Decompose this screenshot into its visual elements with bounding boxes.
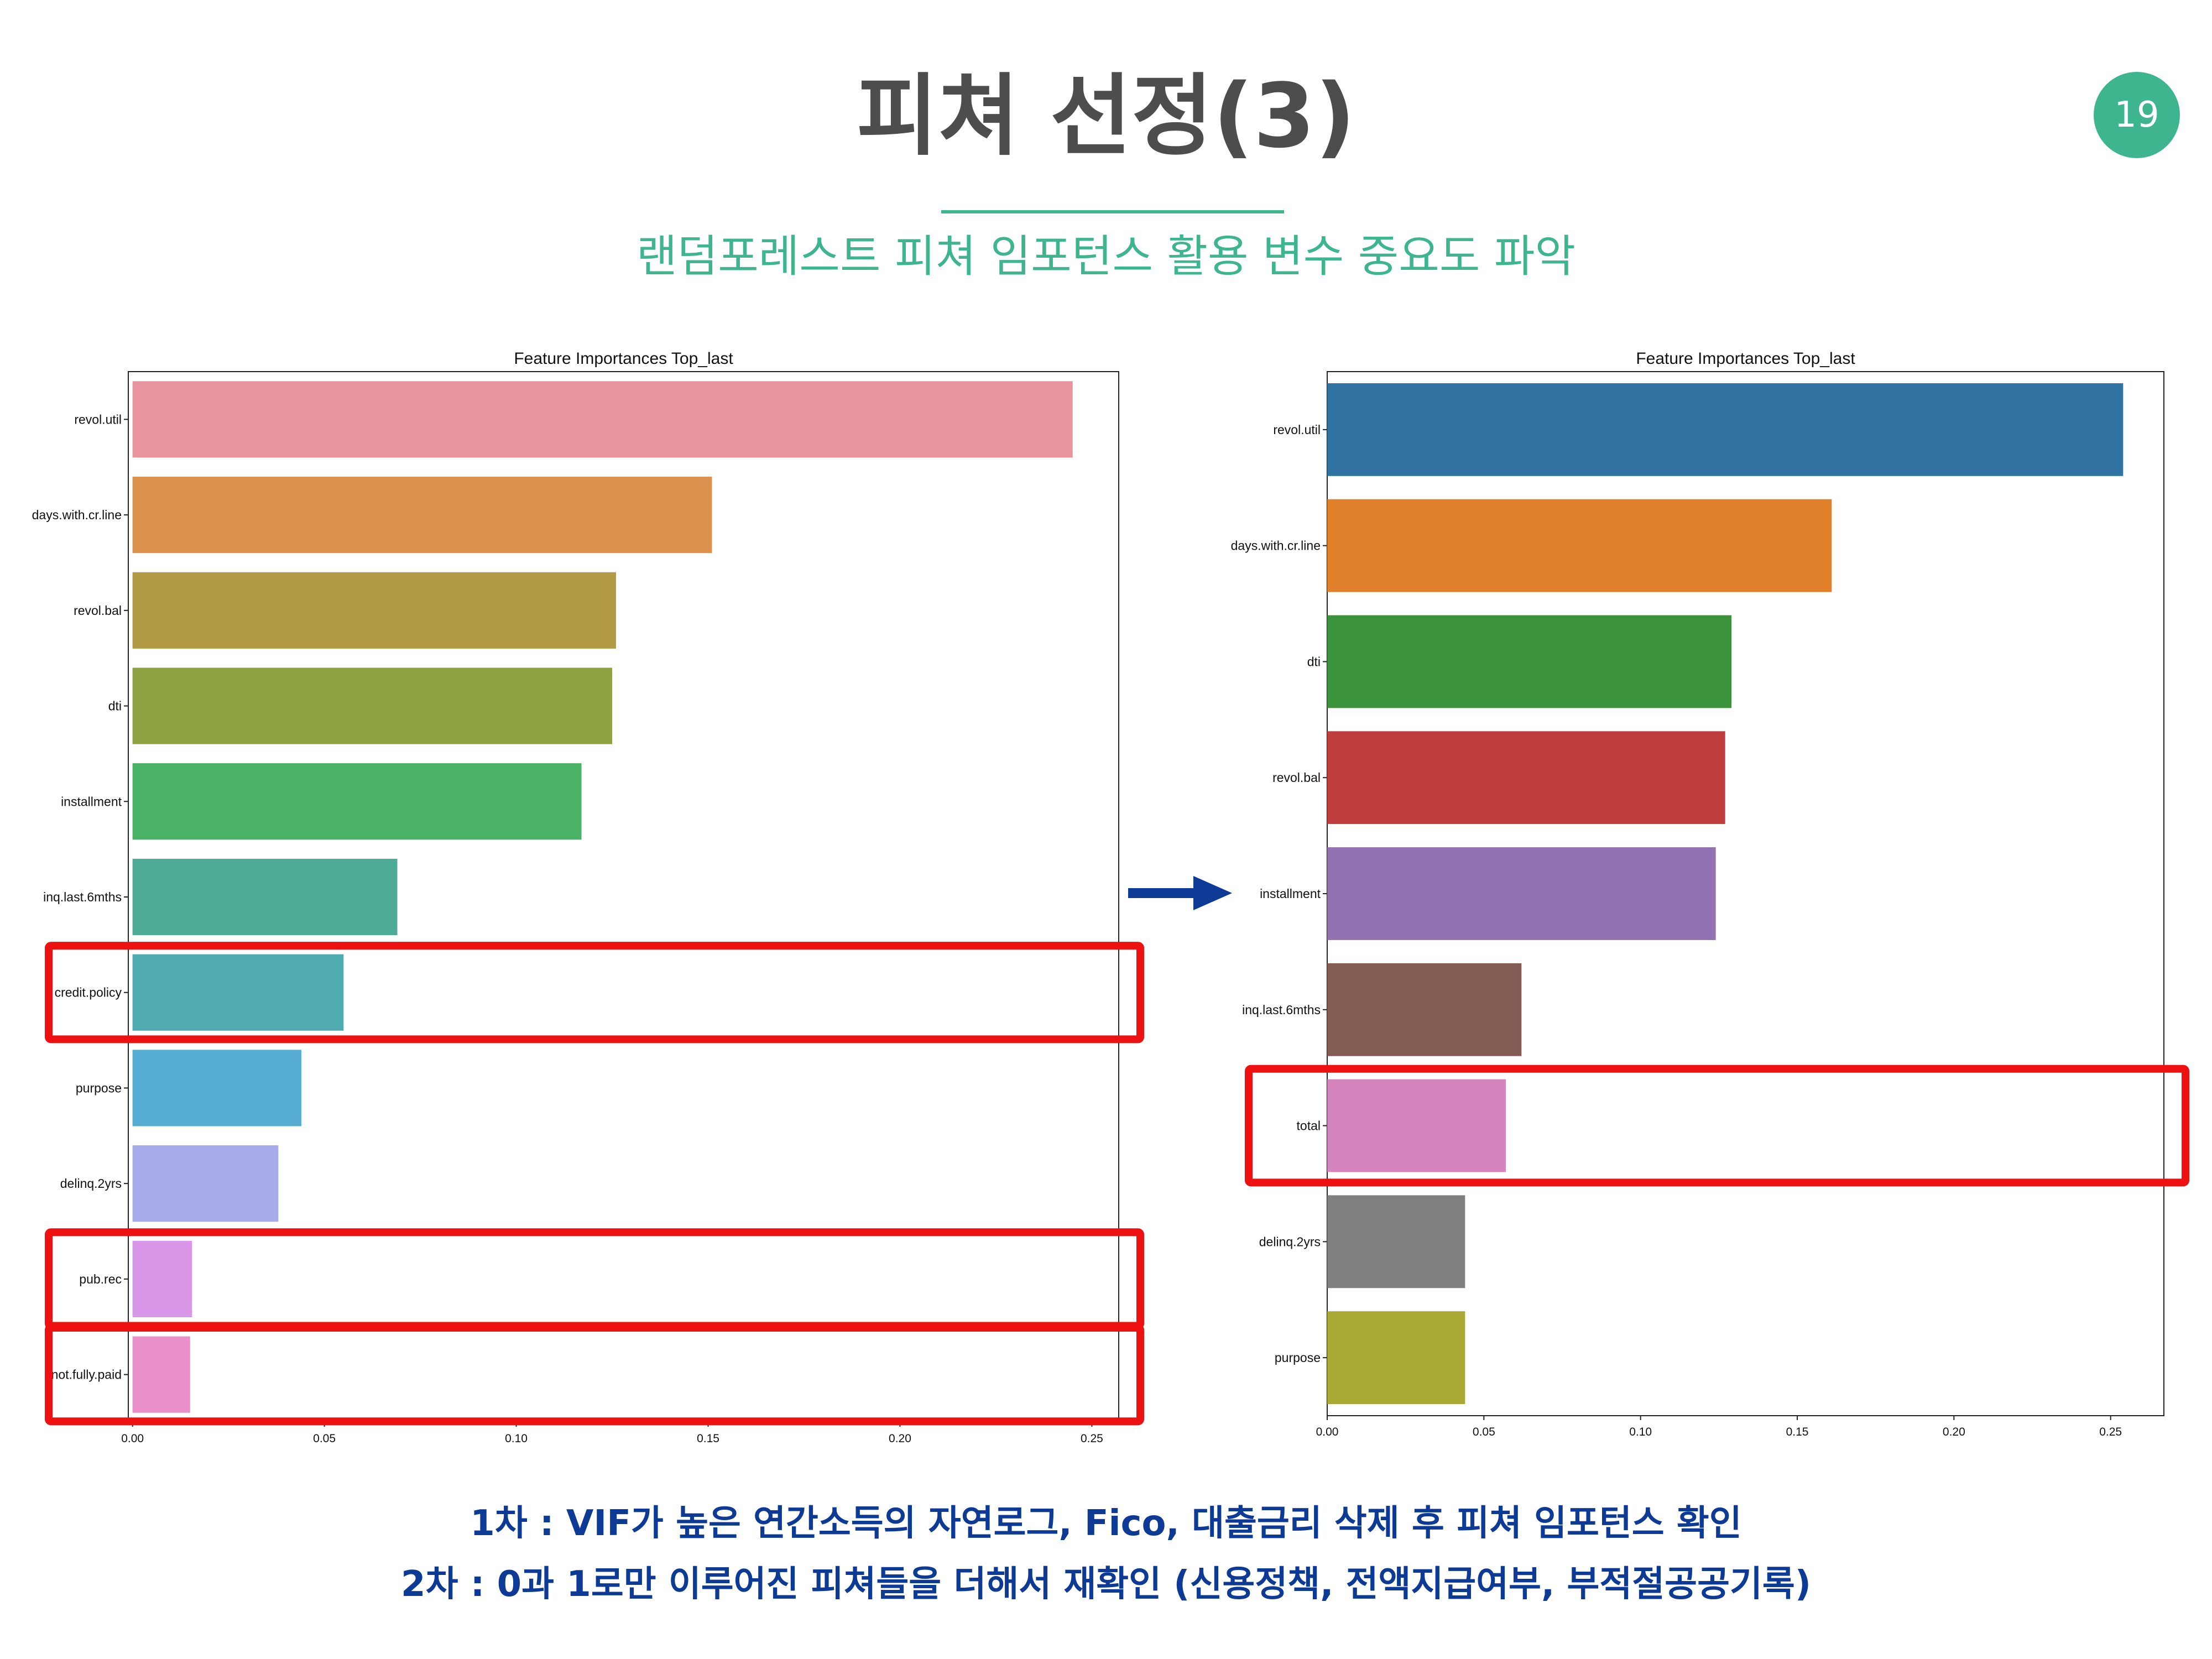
y-tick-label: revol.util <box>1273 422 1321 437</box>
y-tick-label: days.with.cr.line <box>32 508 122 522</box>
bar-days-with-cr-line <box>1327 499 1832 592</box>
y-tick-label: installment <box>61 794 122 808</box>
x-tick-label: 0.20 <box>1943 1426 1965 1438</box>
highlight-box-total <box>1245 1065 2189 1187</box>
bar-delinq-2yrs <box>132 1145 279 1222</box>
bar-purpose <box>132 1050 301 1126</box>
bar-inq-last-6mths <box>1327 963 1522 1056</box>
y-tick-label: credit.policy <box>55 985 122 1000</box>
note-first-pass: 1차 : VIF가 높은 연간소득의 자연로그, Fico, 대출금리 삭제 후… <box>470 1503 1742 1544</box>
x-tick-label: 0.00 <box>121 1432 144 1445</box>
bar-delinq-2yrs <box>1327 1195 1465 1288</box>
arrow-shaft <box>1128 888 1199 898</box>
y-tick-label: purpose <box>1275 1350 1321 1365</box>
y-tick-label: delinq.2yrs <box>60 1176 122 1191</box>
bar-installment <box>132 763 582 840</box>
x-tick-label: 0.10 <box>505 1432 528 1445</box>
highlight-box-credit-policy <box>45 942 1144 1044</box>
x-tick-label: 0.05 <box>1473 1426 1495 1438</box>
title-underline <box>941 210 1284 213</box>
chart-title: Feature Importances Top_last <box>514 349 733 368</box>
bar-purpose <box>1327 1311 1465 1405</box>
right-arrow-icon <box>1128 876 1232 910</box>
y-tick-label: revol.bal <box>74 603 122 618</box>
chart-title: Feature Importances Top_last <box>1636 349 1855 368</box>
x-tick-label: 0.15 <box>1786 1426 1809 1438</box>
y-tick-label: inq.last.6mths <box>1242 1003 1321 1017</box>
chart-svg-1: Feature Importances Top_last revol.util da… <box>1231 349 2189 1438</box>
y-tick-label: delinq.2yrs <box>1259 1234 1321 1249</box>
x-tick-label: 0.05 <box>313 1432 336 1445</box>
arrow-head <box>1193 876 1232 910</box>
bar-dti <box>132 667 613 744</box>
bar-revol-bal <box>132 572 616 649</box>
page-number-badge: 19 <box>2094 72 2180 158</box>
bar-days-with-cr-line <box>132 477 712 554</box>
bar-inq-last-6mths <box>132 858 398 936</box>
note-second-pass: 2차 : 0과 1로만 이루어진 피쳐들을 더해서 재확인 (신용정책, 전액지… <box>401 1564 1811 1605</box>
bar-installment <box>1327 847 1716 940</box>
feature-importance-chart-after: Feature Importances Top_last revol.util da… <box>1228 332 2190 1465</box>
y-tick-label: revol.bal <box>1272 770 1321 785</box>
x-tick-label: 0.15 <box>697 1432 719 1445</box>
bar-pub-rec <box>132 1240 192 1317</box>
x-tick-label: 0.20 <box>889 1432 911 1445</box>
slide-title: 피쳐 선정(3) <box>856 64 1356 168</box>
bar-revol-bal <box>1327 731 1725 825</box>
y-tick-label: not.fully.paid <box>51 1368 122 1382</box>
bar-revol-util <box>1327 383 2124 476</box>
y-tick-label: inq.last.6mths <box>43 890 122 904</box>
bar-dti <box>1327 615 1731 708</box>
y-tick-label: revol.util <box>74 412 122 426</box>
bar-total <box>1327 1079 1506 1172</box>
y-tick-label: pub.rec <box>79 1272 122 1286</box>
slide-subtitle: 랜덤포레스트 피쳐 임포턴스 활용 변수 중요도 파악 <box>636 231 1576 282</box>
chart-svg-0: Feature Importances Top_last revol.util da… <box>32 349 1144 1445</box>
y-tick-label: dti <box>1307 654 1321 669</box>
x-tick-label: 0.10 <box>1629 1426 1652 1438</box>
bar-credit-policy <box>132 954 344 1031</box>
highlight-box-not-fully-paid <box>45 1324 1144 1426</box>
feature-importance-chart-before: Feature Importances Top_last revol.util da… <box>22 332 1156 1465</box>
highlight-box-pub-rec <box>45 1228 1144 1330</box>
y-tick-label: days.with.cr.line <box>1231 539 1321 553</box>
bar-not-fully-paid <box>132 1336 190 1413</box>
y-tick-label: dti <box>108 699 122 713</box>
y-tick-label: total <box>1297 1119 1321 1133</box>
y-tick-label: purpose <box>76 1081 122 1095</box>
bar-revol-util <box>132 381 1073 458</box>
x-tick-label: 0.00 <box>1316 1426 1339 1438</box>
y-tick-label: installment <box>1260 886 1321 901</box>
x-tick-label: 0.25 <box>1081 1432 1103 1445</box>
x-tick-label: 0.25 <box>2099 1426 2122 1438</box>
